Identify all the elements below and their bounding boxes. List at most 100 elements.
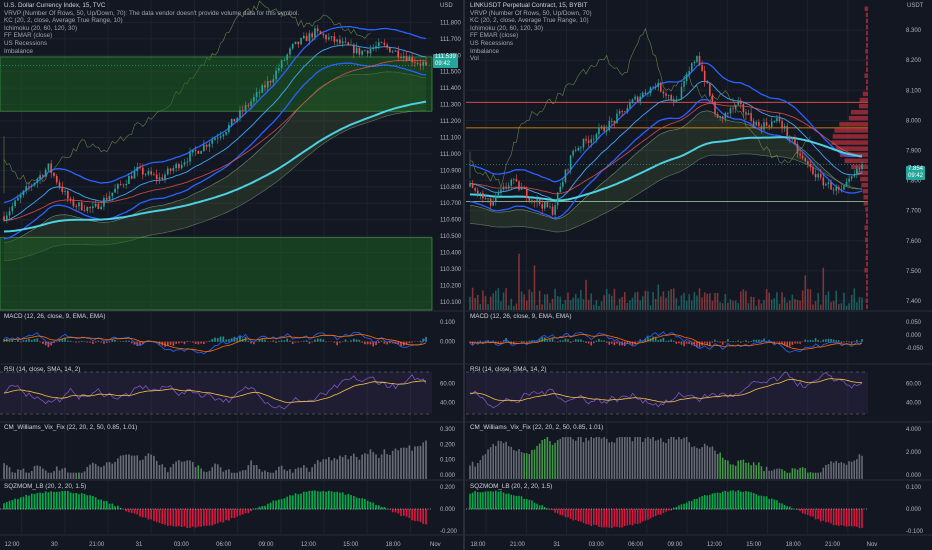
left-candle-body bbox=[44, 169, 47, 177]
right-price-tick-3: 8.000 bbox=[906, 118, 922, 124]
right-candle-body bbox=[564, 169, 567, 182]
right-candle-body bbox=[634, 96, 636, 100]
right-volume-bar bbox=[850, 294, 853, 310]
left-vix-label[interactable]: CM_Williams_Vix_Fix (22, 20, 2, 50, 0.85… bbox=[4, 424, 138, 431]
right-macd-line bbox=[469, 331, 863, 353]
right-volume-bar bbox=[510, 298, 513, 310]
right-candle-body bbox=[559, 186, 562, 193]
right-vix-bar bbox=[678, 437, 680, 479]
left-vix-bar bbox=[228, 469, 230, 479]
left-macd-histogram-bar bbox=[361, 341, 363, 343]
left-candle-body bbox=[50, 163, 53, 173]
right-candle-body bbox=[569, 155, 572, 170]
right-vix-bar bbox=[729, 464, 732, 479]
right-candle-body bbox=[789, 136, 791, 140]
left-macd-histogram-bar bbox=[258, 339, 261, 342]
left-candle-body bbox=[94, 203, 97, 207]
right-volume-bar bbox=[536, 305, 538, 310]
left-sqz-bar bbox=[308, 490, 311, 510]
right-sqz-bar bbox=[763, 496, 765, 510]
right-sqz-bar bbox=[489, 491, 492, 510]
left-vix-bar bbox=[111, 463, 114, 479]
right-vix-bar bbox=[513, 449, 515, 479]
left-sqz-bar bbox=[425, 509, 427, 525]
right-vix-bar bbox=[786, 472, 788, 479]
right-candle-body bbox=[858, 168, 861, 170]
right-candle-body bbox=[546, 201, 549, 208]
left-vix-tick-1: 0.200 bbox=[440, 442, 456, 448]
right-vix-label[interactable]: CM_Williams_Vix_Fix (22, 20, 2, 50, 0.85… bbox=[470, 424, 604, 431]
right-vix-bar bbox=[639, 437, 641, 479]
right-volume-profile-row bbox=[862, 188, 868, 194]
left-vix-bar bbox=[47, 472, 50, 479]
left-candle-body bbox=[72, 199, 75, 207]
left-sqz-label[interactable]: SQZMOM_LB (20, 2, 20, 1.5) bbox=[4, 483, 87, 490]
left-sqz-bar bbox=[153, 509, 155, 521]
right-vix-bar bbox=[850, 461, 853, 479]
right-sqz-bar bbox=[605, 509, 608, 528]
right-vix-bar bbox=[698, 448, 701, 479]
left-sqz-bar bbox=[375, 504, 377, 510]
left-sqz-bar bbox=[92, 496, 94, 510]
right-sqz-bar bbox=[683, 503, 685, 510]
right-sqz-bar bbox=[770, 498, 773, 510]
left-keltner-lower bbox=[3, 62, 427, 240]
right-volume-bar bbox=[729, 299, 732, 310]
right-vix-bar bbox=[755, 465, 758, 479]
left-candle-body bbox=[414, 62, 416, 63]
right-macd-histogram-bar bbox=[783, 341, 786, 346]
left-macd-histogram-bar bbox=[22, 340, 25, 342]
right-macd-tick-2: -0.050 bbox=[906, 346, 924, 352]
right-candle-body bbox=[727, 112, 729, 114]
left-candle-body bbox=[122, 184, 125, 186]
left-macd-histogram-bar bbox=[100, 341, 103, 343]
left-vix-bar bbox=[355, 456, 358, 479]
right-vix-bar bbox=[825, 465, 827, 479]
right-candle-body bbox=[507, 185, 510, 188]
right-vix-bar bbox=[631, 441, 634, 479]
left-macd-histogram-bar bbox=[175, 341, 177, 344]
right-volume-bar bbox=[688, 294, 690, 310]
right-macd-label[interactable]: MACD (12, 26, close, 9, EMA, EMA) bbox=[470, 313, 572, 320]
right-sqz-bar bbox=[729, 490, 732, 510]
left-candle-body bbox=[69, 198, 72, 200]
right-macd-histogram-bar bbox=[562, 340, 564, 342]
right-volume-bar bbox=[497, 288, 500, 310]
right-rsi-label[interactable]: RSI (14, close, SMA, 14, 2) bbox=[470, 366, 547, 373]
right-vix-bar bbox=[487, 449, 489, 479]
left-sqz-bar bbox=[239, 509, 241, 516]
left-price-tick-11: 110.700 bbox=[440, 201, 462, 207]
left-candle-body bbox=[219, 136, 222, 138]
right-vix-bar bbox=[507, 446, 510, 479]
left-vix-bar bbox=[67, 472, 69, 479]
right-candle-body bbox=[623, 111, 626, 113]
right-candle-body bbox=[647, 93, 649, 94]
left-time-tick-4: 03:00 bbox=[174, 542, 190, 548]
right-sqz-bar bbox=[716, 492, 719, 510]
left-vix-bar bbox=[100, 467, 103, 479]
left-rsi-label[interactable]: RSI (14, close, SMA, 14, 2) bbox=[4, 366, 81, 373]
right-sqz-label[interactable]: SQZMOM_LB (20, 2, 20, 1.5) bbox=[470, 483, 553, 490]
left-time-tick-9: 18:00 bbox=[386, 542, 402, 548]
right-macd-histogram-bar bbox=[582, 340, 585, 342]
right-volume-profile-row bbox=[866, 18, 868, 24]
left-macd-histogram-bar bbox=[64, 337, 66, 342]
right-volume-bar bbox=[525, 300, 528, 310]
left-vix-bar bbox=[55, 466, 58, 479]
left-candle-body bbox=[30, 185, 33, 187]
left-candle-body bbox=[147, 171, 150, 175]
right-candle-body bbox=[732, 108, 734, 110]
left-sqz-bar bbox=[194, 509, 197, 528]
left-candle-body bbox=[369, 48, 372, 54]
left-sqz-bar bbox=[325, 491, 327, 510]
right-candle-body bbox=[817, 174, 819, 178]
right-volume-bar bbox=[750, 296, 752, 310]
right-candle-body bbox=[856, 168, 858, 175]
left-macd-label[interactable]: MACD (12, 26, close, 9, EMA, EMA) bbox=[4, 313, 106, 320]
right-volume-bar bbox=[716, 293, 719, 310]
right-rsi-ma-line bbox=[469, 378, 863, 403]
right-candle-body bbox=[631, 99, 634, 103]
left-macd-histogram-bar bbox=[225, 339, 227, 342]
right-sqz-bar bbox=[796, 509, 799, 510]
